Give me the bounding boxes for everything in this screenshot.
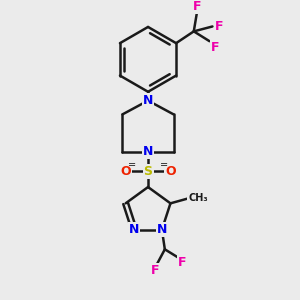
Text: N: N bbox=[129, 223, 140, 236]
Text: =: = bbox=[160, 160, 168, 170]
Text: N: N bbox=[157, 223, 167, 236]
Text: S: S bbox=[143, 165, 152, 178]
Text: F: F bbox=[178, 256, 187, 268]
Text: F: F bbox=[151, 264, 159, 278]
Text: CH₃: CH₃ bbox=[188, 194, 208, 203]
Text: O: O bbox=[120, 165, 131, 178]
Text: =: = bbox=[128, 160, 136, 170]
Text: N: N bbox=[143, 94, 153, 107]
Text: O: O bbox=[165, 165, 176, 178]
Text: F: F bbox=[211, 40, 220, 54]
Text: N: N bbox=[143, 145, 153, 158]
Text: F: F bbox=[215, 20, 224, 33]
Text: F: F bbox=[193, 0, 201, 13]
